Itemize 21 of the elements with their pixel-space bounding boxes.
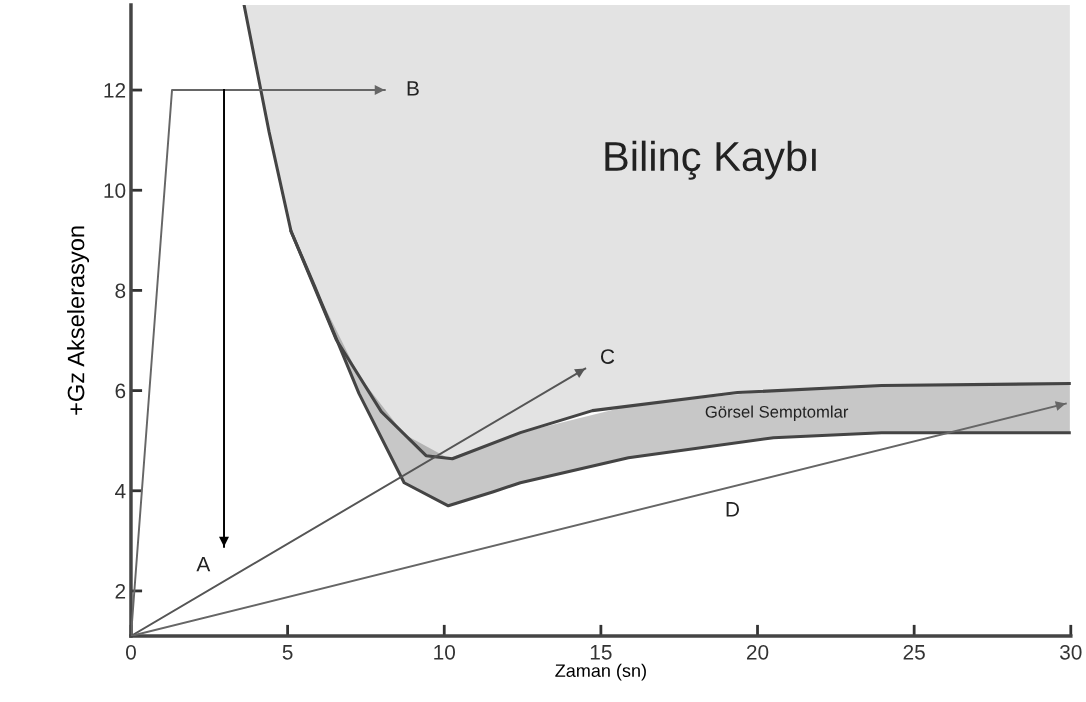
x-tick-label: 30 <box>1060 644 1082 660</box>
x-tick-label: 10 <box>434 644 456 660</box>
y-tick-label: 2 <box>115 583 126 599</box>
annotation: Bilinç Kaybı <box>605 140 816 180</box>
y-tick-label: 4 <box>115 483 126 499</box>
annotation: C <box>601 349 615 364</box>
y-tick-label: 6 <box>115 383 126 399</box>
x-axis-title: Zaman (sn) <box>555 663 646 681</box>
annotation: A <box>196 557 211 572</box>
x-tick-label: 15 <box>590 645 612 660</box>
y-tick-label: 12 <box>104 83 126 98</box>
x-tick-label: 0 <box>125 644 136 660</box>
y-axis-title: +Gz Akselerasyon <box>67 226 90 415</box>
annotation: D <box>726 502 739 517</box>
x-tick-label: 5 <box>282 645 293 660</box>
annotation: Görsel Semptomlar <box>705 405 849 421</box>
x-tick-label: 25 <box>903 644 925 660</box>
annotation: B <box>407 81 419 96</box>
y-tick-label: 10 <box>104 183 126 198</box>
y-tick-label: 8 <box>115 283 126 299</box>
x-tick-label: 20 <box>746 644 769 660</box>
